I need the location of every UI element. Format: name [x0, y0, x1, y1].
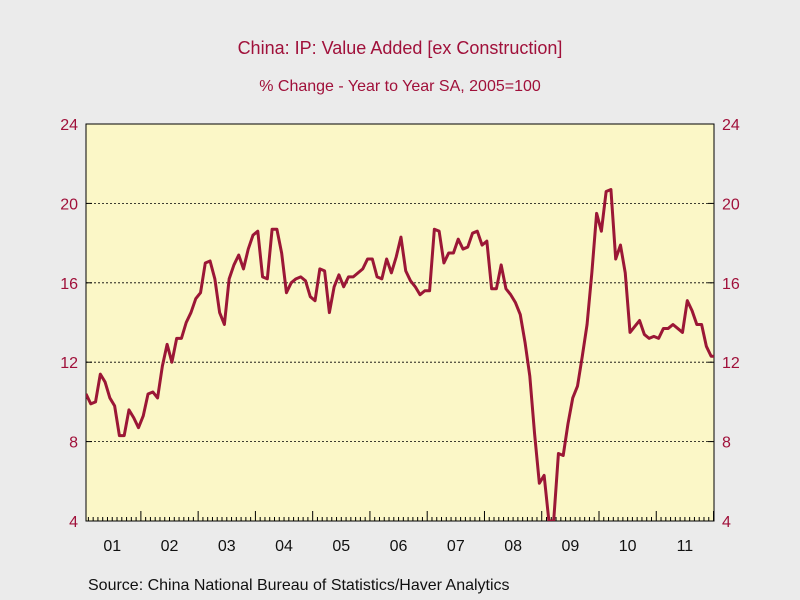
plot-area [86, 124, 714, 521]
y-tick-label-left: 4 [69, 514, 78, 531]
y-tick-label-left: 24 [60, 117, 78, 134]
y-tick-label-left: 12 [60, 355, 78, 372]
x-tick-label: 02 [161, 538, 179, 555]
x-tick-label: 05 [332, 538, 350, 555]
x-tick-label: 07 [447, 538, 465, 555]
x-tick-label: 08 [504, 538, 522, 555]
x-tick-label: 01 [103, 538, 121, 555]
y-tick-label-right: 20 [722, 196, 740, 213]
y-tick-label-right: 8 [722, 435, 731, 452]
y-tick-label-left: 16 [60, 276, 78, 293]
x-tick-label: 10 [619, 538, 637, 555]
source-note: Source: China National Bureau of Statist… [88, 577, 510, 594]
y-tick-label-left: 20 [60, 196, 78, 213]
series-line [86, 188, 714, 521]
y-tick-label-left: 8 [69, 435, 78, 452]
y-tick-label-right: 12 [722, 355, 740, 372]
x-tick-label: 11 [677, 538, 694, 555]
y-tick-label-right: 16 [722, 276, 740, 293]
chart-title: China: IP: Value Added [ex Construction] [237, 38, 563, 58]
y-tick-label-right: 24 [722, 117, 740, 134]
x-tick-label: 03 [218, 538, 236, 555]
chart-subtitle: % Change - Year to Year SA, 2005=100 [259, 78, 541, 95]
y-tick-label-right: 4 [722, 514, 731, 531]
plot-frame [85, 123, 715, 522]
x-tick-label: 04 [275, 538, 293, 555]
x-tick-label: 06 [390, 538, 408, 555]
x-tick-label: 09 [561, 538, 579, 555]
